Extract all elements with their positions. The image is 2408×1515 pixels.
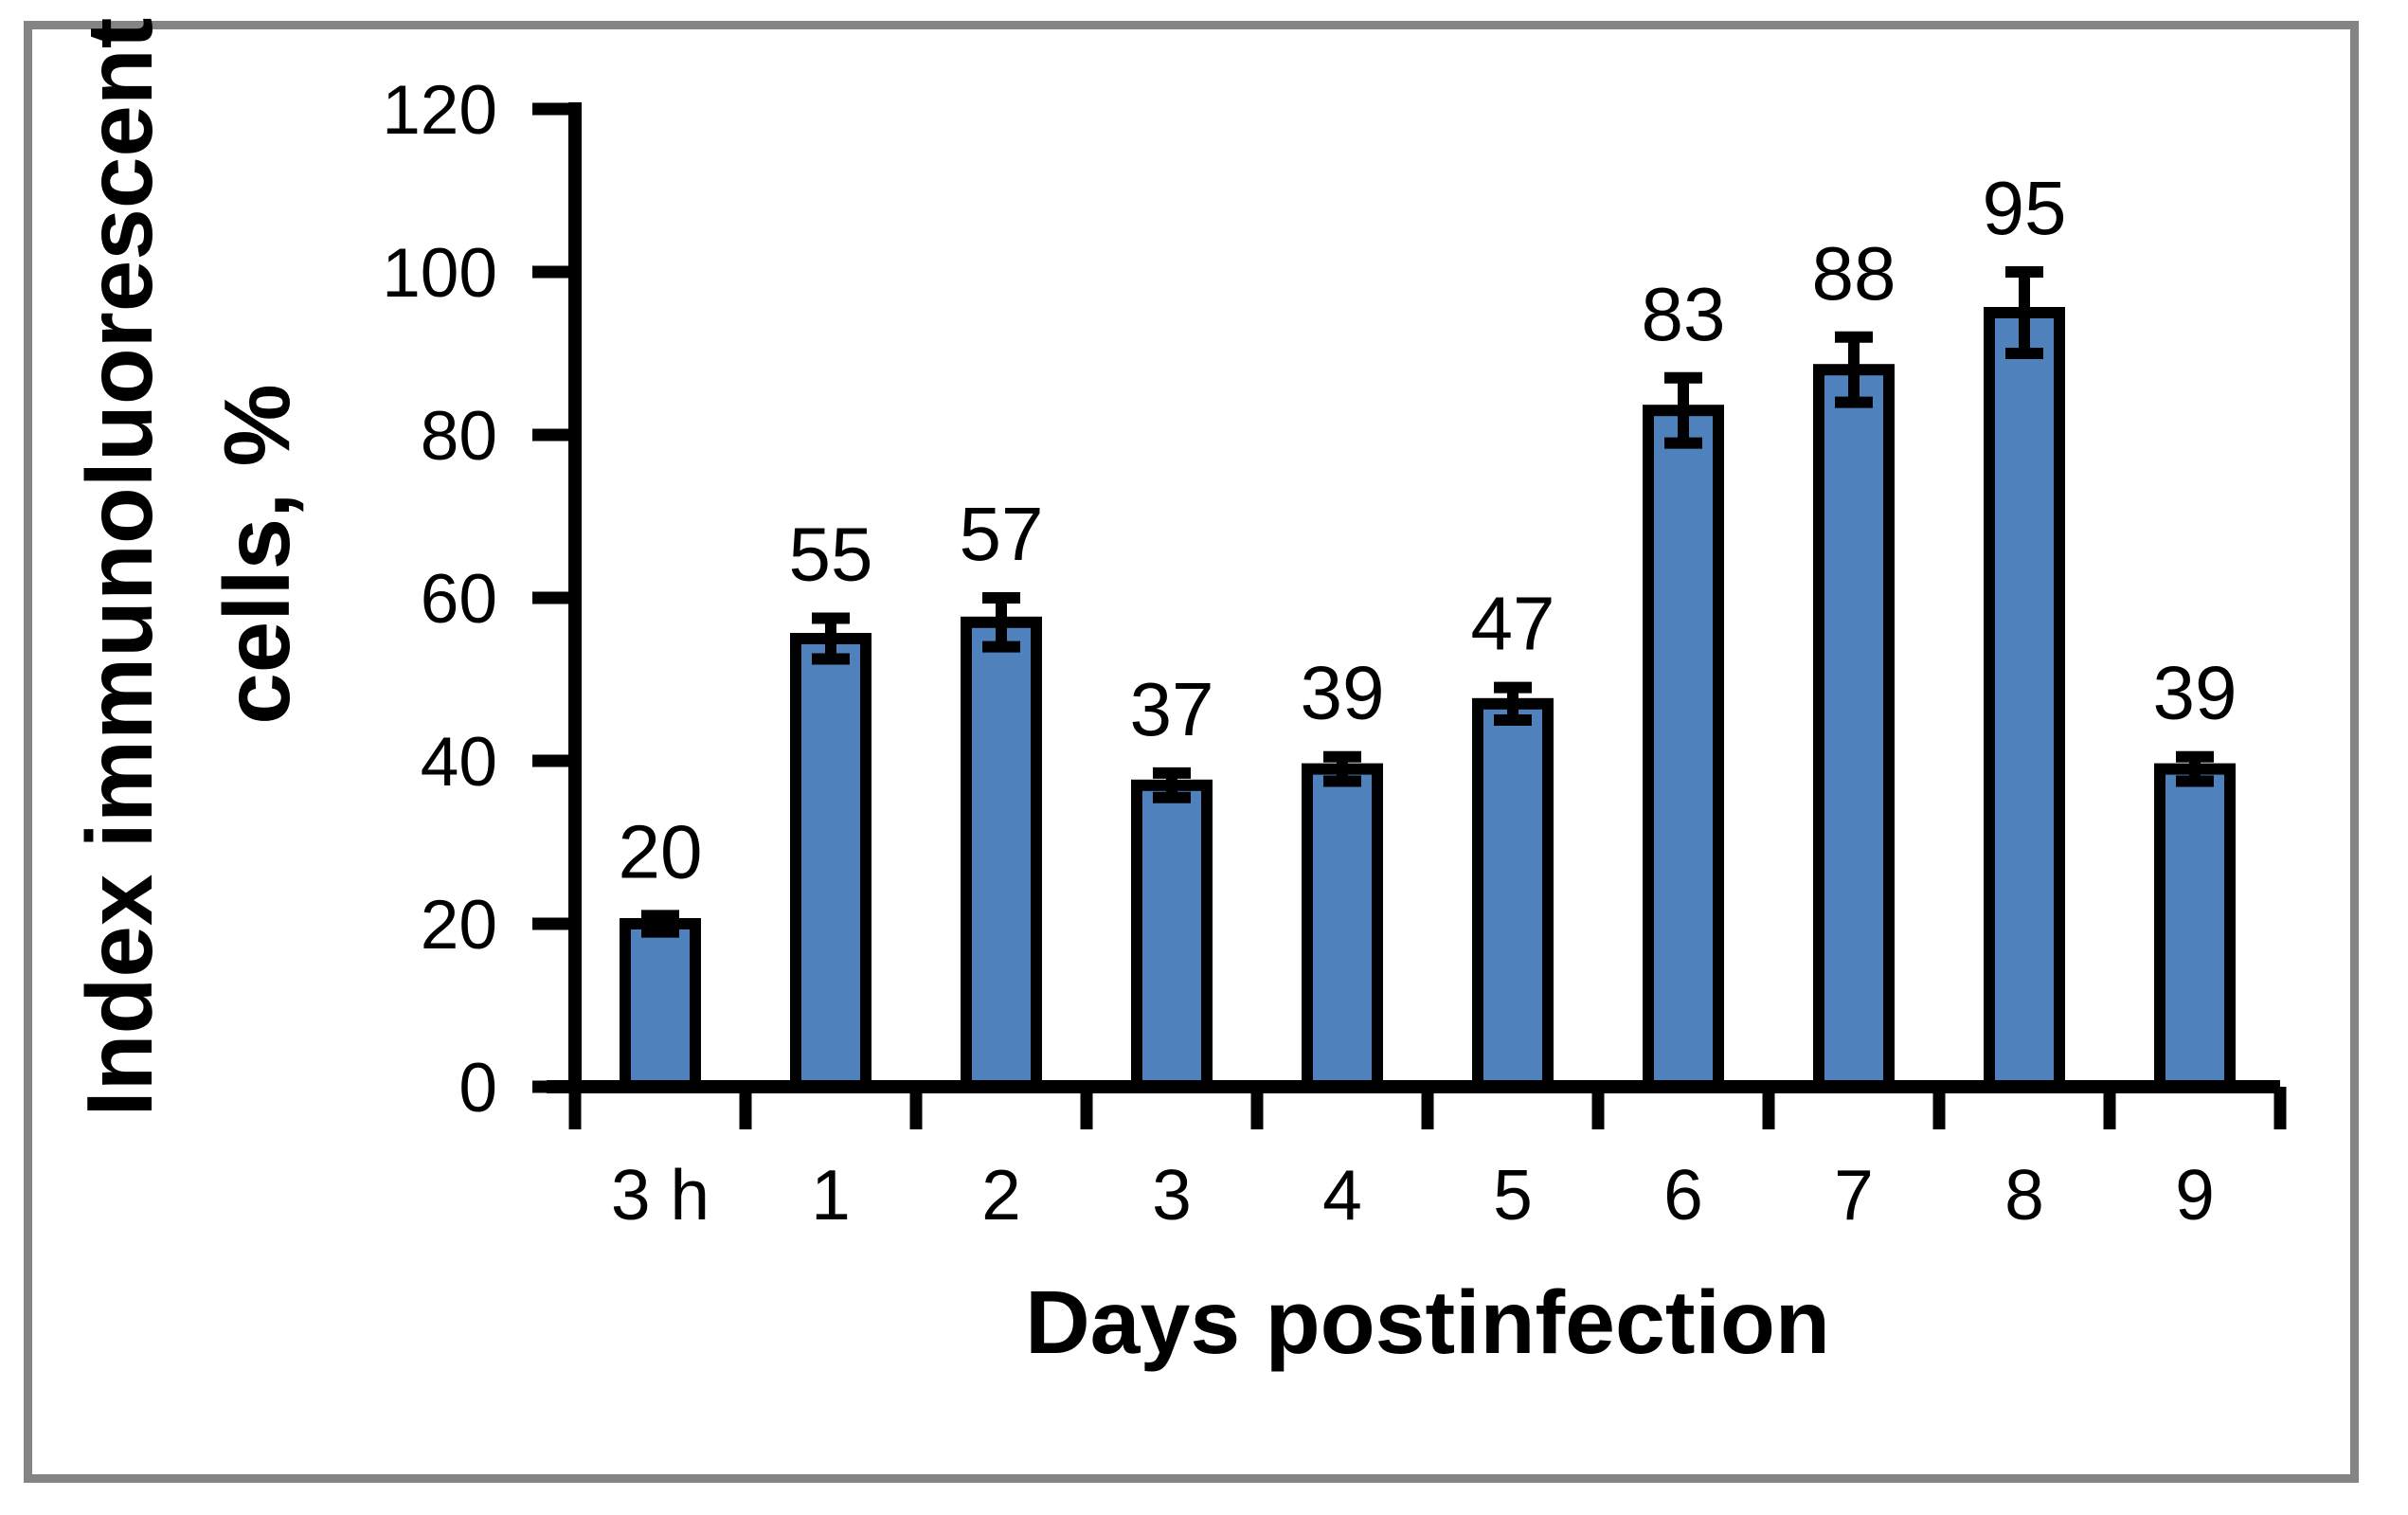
bar xyxy=(1131,779,1213,1092)
y-axis-tick-label: 60 xyxy=(421,561,497,638)
x-axis-tick-label: 2 xyxy=(981,1155,1021,1235)
x-axis-tick-label: 6 xyxy=(1663,1155,1703,1235)
bars-group xyxy=(620,307,2236,1092)
y-axis-tick-label: 20 xyxy=(421,887,497,964)
bar xyxy=(1813,364,1895,1092)
figure-border xyxy=(24,21,2359,1483)
y-axis-title-line1: Index immunoluorescent xyxy=(67,18,171,1117)
x-axis-tick-label: 5 xyxy=(1493,1155,1533,1235)
bar-value-label: 83 xyxy=(1642,272,1726,356)
y-axis-tick-label: 40 xyxy=(421,724,497,801)
x-axis-tick-label: 4 xyxy=(1322,1155,1362,1235)
bar-value-label: 20 xyxy=(619,809,703,893)
x-axis: 3 h 1 2 3 4 5 6 7 8 9 xyxy=(547,1080,2287,1235)
bar xyxy=(1472,697,1554,1092)
bar-value-label: 88 xyxy=(1812,231,1896,316)
bar-value-label: 39 xyxy=(2153,651,2237,735)
bar-value-label: 47 xyxy=(1471,582,1555,666)
x-axis-tick-label: 9 xyxy=(2175,1155,2215,1235)
bar-value-label: 57 xyxy=(960,492,1044,576)
y-axis-tick-label: 80 xyxy=(421,398,497,475)
bar xyxy=(2154,763,2236,1092)
bar xyxy=(1643,405,1724,1092)
bar xyxy=(1302,763,1383,1092)
value-labels-group: 20 55 57 37 39 47 83 88 95 39 xyxy=(619,166,2237,893)
bar xyxy=(620,918,701,1092)
bar-value-label: 39 xyxy=(1301,651,1385,735)
y-axis-title: Index immunoluorescent cells, % xyxy=(67,0,309,1117)
svg-text:Index immunoluorescent: Index immunoluorescent cells, % xyxy=(67,0,309,1117)
x-axis-tick-label: 7 xyxy=(1834,1155,1874,1235)
x-axis-title: Days postinfection xyxy=(1025,1272,1830,1373)
error-bars-group xyxy=(641,266,2214,938)
bar-value-label: 37 xyxy=(1130,667,1214,751)
x-axis-tick-label: 1 xyxy=(811,1155,851,1235)
x-axis-tick-label: 3 xyxy=(1152,1155,1192,1235)
bar xyxy=(1984,307,2065,1092)
y-axis-tick-label: 120 xyxy=(382,72,497,149)
x-axis-tick-label: 8 xyxy=(2004,1155,2044,1235)
y-axis-tick-label: 0 xyxy=(458,1050,497,1127)
bar-value-label: 95 xyxy=(1983,166,2067,250)
bar xyxy=(790,633,872,1092)
x-axis-tick-label: 3 h xyxy=(611,1155,710,1235)
y-axis-title-line2: cells, % xyxy=(205,384,309,725)
y-axis-tick-label: 100 xyxy=(382,235,497,312)
bar xyxy=(961,616,1042,1092)
bar-value-label: 55 xyxy=(789,513,873,597)
y-axis: 0 20 40 60 80 100 120 xyxy=(382,72,582,1127)
